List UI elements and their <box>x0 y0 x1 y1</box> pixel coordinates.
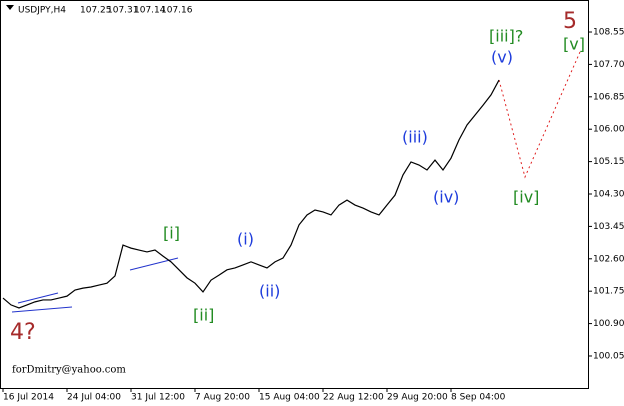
trendline <box>11 306 73 313</box>
y-tick-label: 103.45 <box>593 222 624 232</box>
y-tick-label: 101.75 <box>593 287 624 297</box>
projection-line <box>498 51 581 179</box>
wave-label: 5 <box>563 9 577 34</box>
wave-label: [iv] <box>513 188 539 207</box>
y-tick-label: 104.30 <box>593 190 624 200</box>
y-tick-label: 107.70 <box>593 60 624 70</box>
x-tick-label: 29 Aug 20:00 <box>387 393 448 403</box>
y-tick-label: 100.90 <box>593 319 624 329</box>
y-tick-label: 102.60 <box>593 254 624 264</box>
x-tick-label: 7 Aug 20:00 <box>195 393 250 403</box>
trendline <box>17 292 59 304</box>
quote-value: 107.16 <box>161 6 193 16</box>
wave-label: 4? <box>10 320 36 345</box>
wave-label: (v) <box>491 48 513 67</box>
y-tick-label: 108.55 <box>593 28 624 38</box>
y-tick-label: 106.00 <box>593 125 624 135</box>
wave-label: [ii] <box>193 306 214 325</box>
x-tick-label: 22 Aug 12:00 <box>323 393 384 403</box>
quote-value: 107.31 <box>107 6 139 16</box>
quote-value: 107.14 <box>134 6 166 16</box>
footer: forDmitry@yahoo.com <box>12 365 126 376</box>
x-tick-label: 15 Aug 04:00 <box>259 393 320 403</box>
x-tick-label: 24 Jul 04:00 <box>67 393 121 403</box>
y-tick-label: 100.05 <box>593 351 624 361</box>
price-line <box>2 79 500 309</box>
wave-label: (ii) <box>259 282 280 301</box>
wave-label: (iii) <box>402 128 428 147</box>
wave-label: (i) <box>237 230 254 249</box>
y-tick-label: 105.15 <box>593 157 624 167</box>
wave-label: (iv) <box>433 188 459 207</box>
y-tick-label: 106.85 <box>593 92 624 102</box>
x-tick-label: 31 Jul 12:00 <box>131 393 185 403</box>
x-tick-label: 16 Jul 2014 <box>3 393 54 403</box>
menu-arrow <box>6 5 14 10</box>
plot-frame <box>0 0 589 389</box>
trendline <box>129 257 179 271</box>
wave-label: [iii]? <box>489 27 523 46</box>
wave-label: [i] <box>163 224 180 243</box>
x-tick-label: 8 Sep 04:00 <box>451 393 506 403</box>
wave-label: [v] <box>563 35 585 54</box>
chart-title: USDJPY,H4 <box>18 6 66 16</box>
quote-value: 107.25 <box>80 6 112 16</box>
